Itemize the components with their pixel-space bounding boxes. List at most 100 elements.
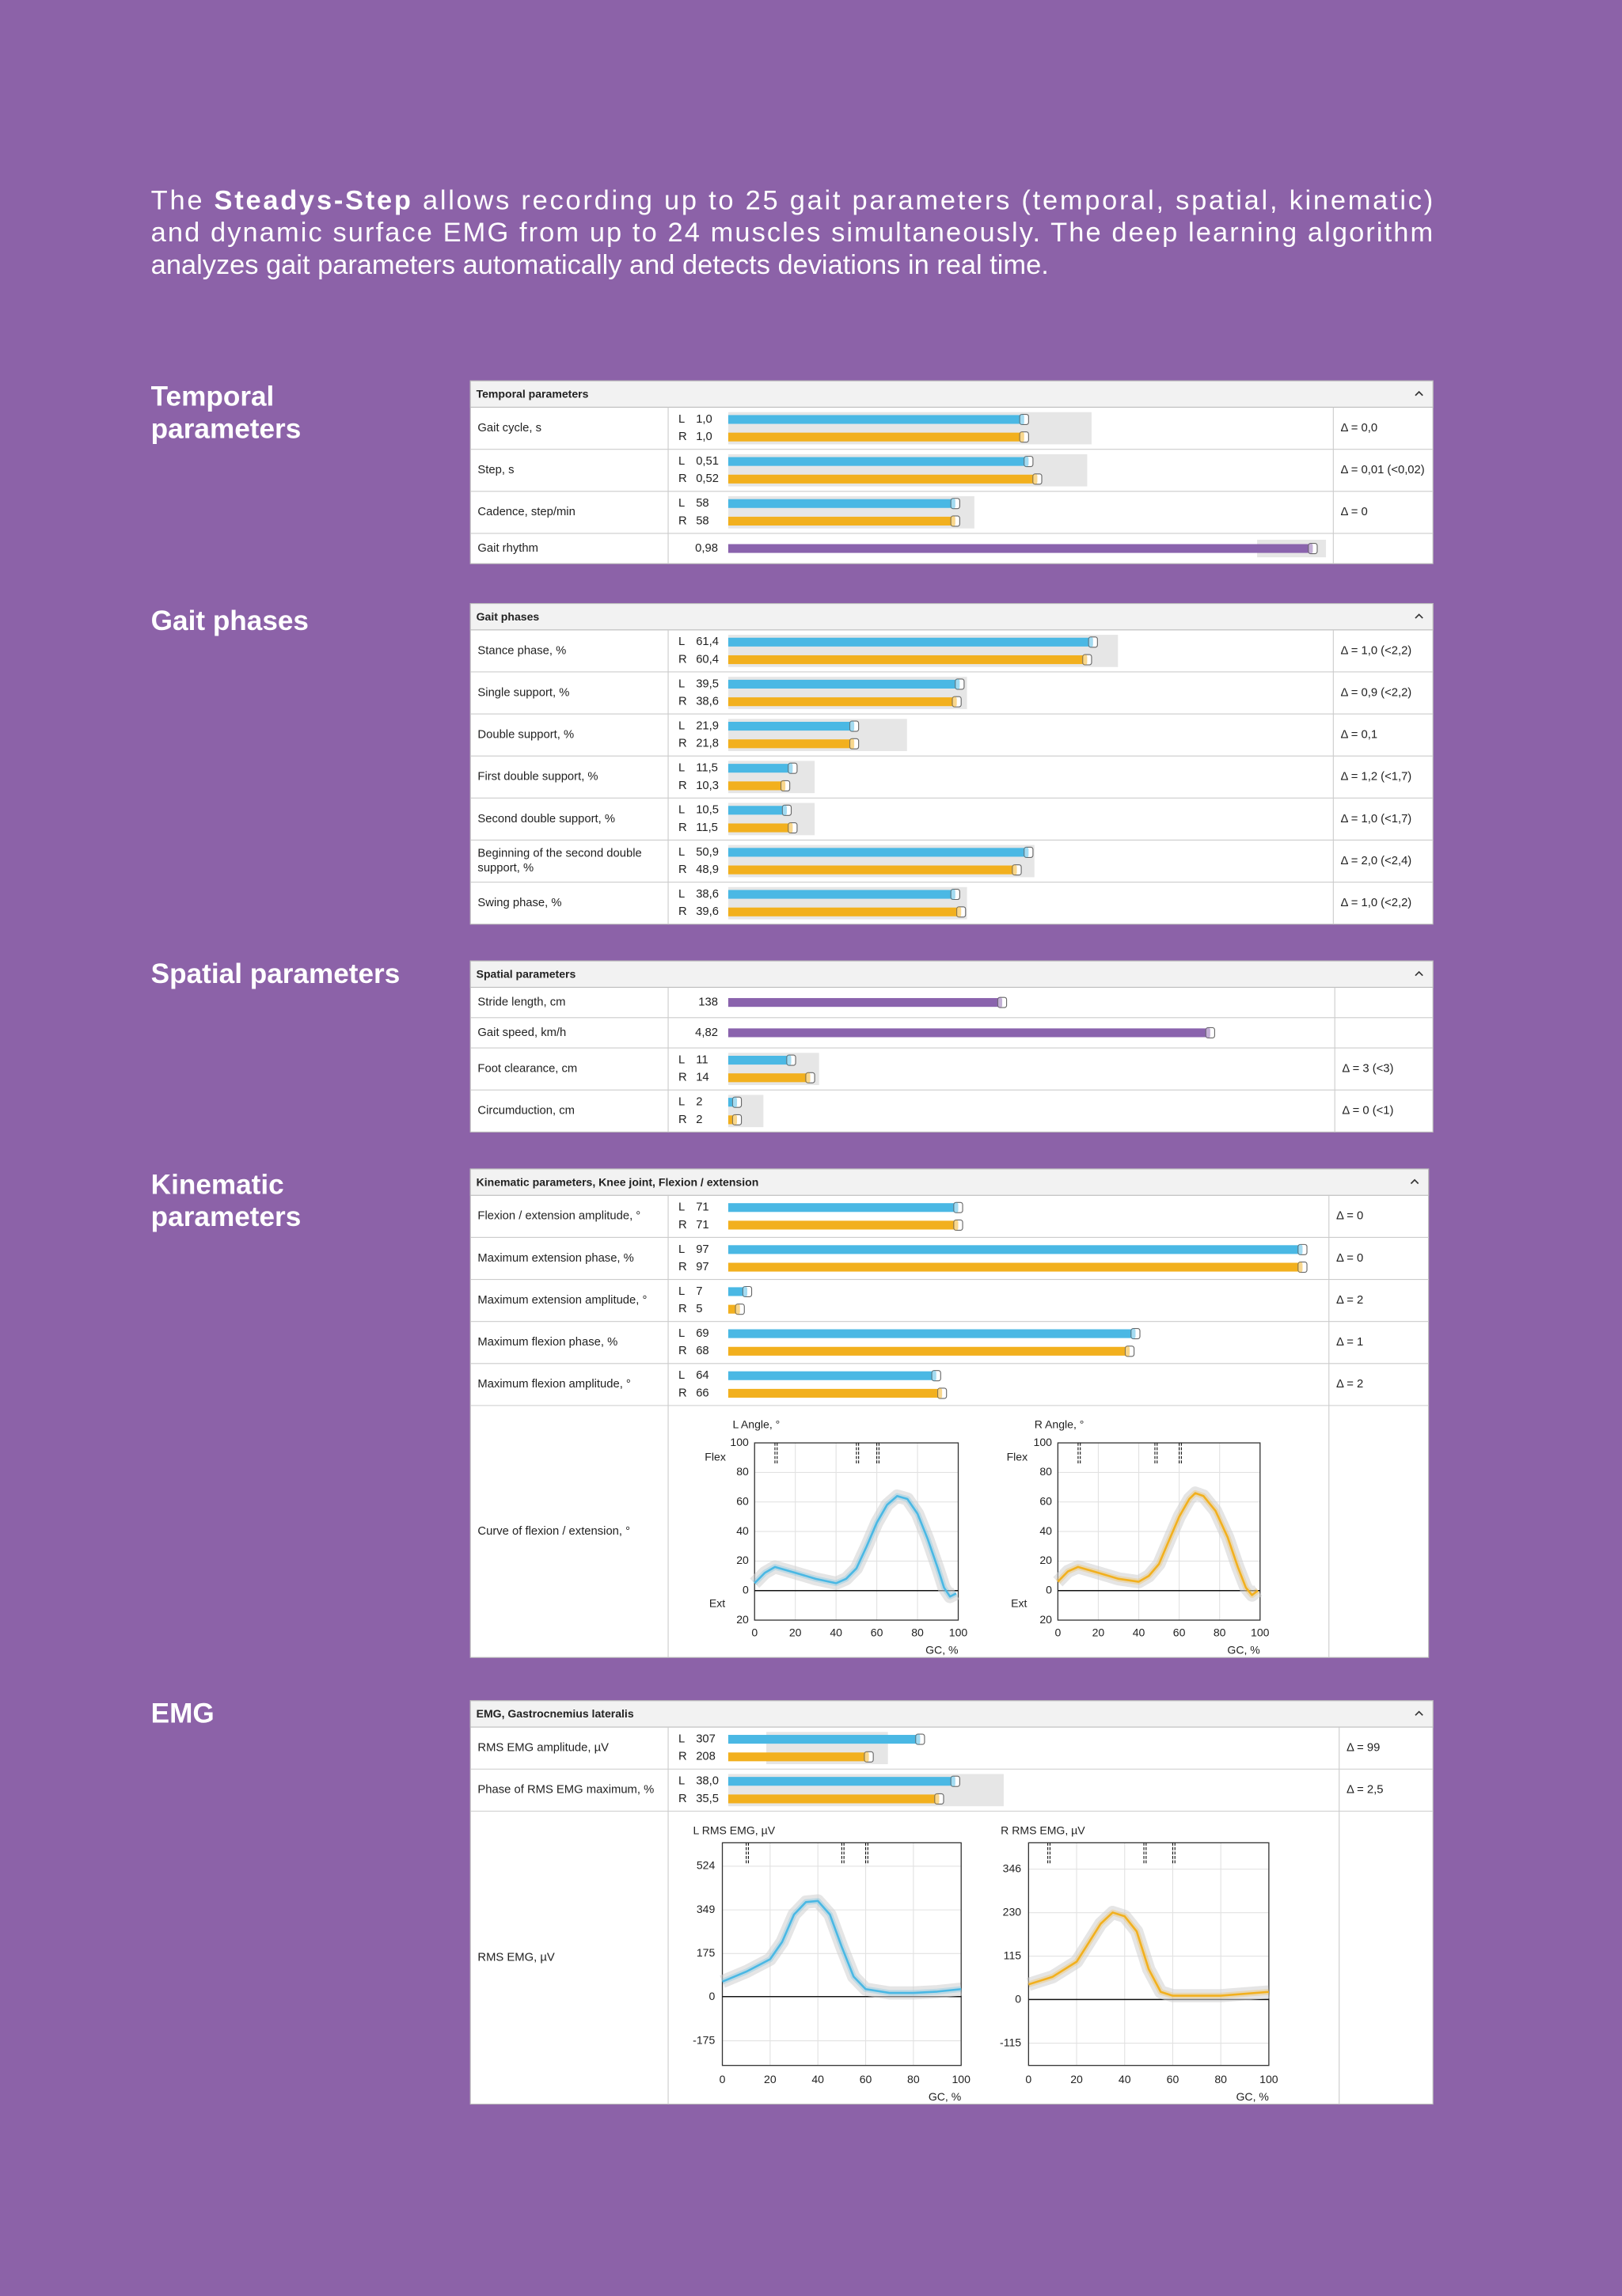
x-tick-label: 60 (1173, 1626, 1186, 1638)
y-tick-label: 100 (730, 1436, 749, 1448)
delta: Δ = 0 (1341, 506, 1368, 518)
bar-right (727, 655, 1091, 665)
right-value: 60,4 (696, 653, 719, 666)
delta: Δ = 0,01 (<0,02) (1341, 464, 1425, 476)
section-heading: parameters (151, 413, 302, 444)
bar-right (727, 474, 1041, 484)
ext-label: Ext (709, 1596, 725, 1609)
bar-left (727, 499, 959, 508)
bar-marker-fill (955, 678, 960, 689)
intro-line: and dynamic surface EMG from up to 24 mu… (151, 218, 1433, 248)
panel-header (469, 602, 1434, 631)
x-tick-label: 100 (1251, 1626, 1270, 1638)
bar-right (727, 1262, 1306, 1272)
panel-title: Spatial parameters (477, 967, 576, 980)
intro-text: The (151, 186, 212, 216)
left-value: 64 (696, 1369, 708, 1382)
delta: Δ = 1,0 (<2,2) (1341, 897, 1412, 909)
row-name: Double support, % (477, 729, 574, 742)
bar-marker-fill (849, 738, 855, 750)
x-axis-title: GC, % (1236, 2090, 1269, 2103)
row-name: support, % (477, 862, 534, 875)
intro-line: The Steadys-Step allows recording up to … (151, 186, 1433, 216)
delta: Δ = 1 (1336, 1336, 1363, 1349)
bar-marker-fill (951, 515, 955, 526)
bar-left (727, 637, 1096, 647)
side-label: R (678, 822, 687, 834)
bar-marker-fill (743, 1286, 747, 1297)
right-value: 1,0 (696, 431, 712, 443)
side-label: R (678, 1793, 687, 1805)
side-label: R (678, 738, 687, 750)
y-tick-label: 0 (1015, 1992, 1021, 2005)
bar-marker-fill (732, 1097, 738, 1108)
x-tick-label: 20 (764, 2073, 777, 2085)
side-label: R (678, 780, 687, 792)
bar-marker-fill (997, 997, 1003, 1008)
y-tick-label: 20 (736, 1554, 749, 1566)
side-label: L (678, 1201, 685, 1214)
left-value: 97 (696, 1243, 708, 1256)
delta: Δ = 1,0 (<1,7) (1341, 813, 1412, 825)
bar-right (727, 823, 796, 833)
row-name: Gait cycle, s (477, 422, 541, 435)
bar-marker-fill (1082, 655, 1088, 666)
section-heading: parameters (151, 1201, 302, 1232)
bar-marker-fill (1020, 431, 1024, 442)
row-name: Maximum flexion amplitude, ° (477, 1378, 630, 1391)
y-tick-label: 60 (736, 1494, 749, 1507)
row-name: Flexion / extension amplitude, ° (477, 1210, 640, 1223)
side-label: L (678, 413, 685, 426)
panel-title: Kinematic parameters, Knee joint, Flexio… (477, 1175, 759, 1188)
side-label: R (678, 1345, 687, 1357)
side-label: L (678, 1053, 685, 1066)
left-value: 71 (696, 1201, 708, 1214)
curve (722, 1899, 962, 1994)
panel-title: Temporal parameters (477, 388, 589, 400)
x-axis-title: GC, % (929, 2090, 961, 2103)
value: 4,82 (695, 1027, 718, 1039)
bar-right (727, 1388, 945, 1398)
delta: Δ = 2,0 (<2,4) (1341, 855, 1412, 867)
bar-marker-fill (1024, 456, 1029, 467)
left-value: 58 (696, 497, 708, 510)
x-axis-title: GC, % (1227, 1644, 1259, 1657)
right-value: 35,5 (696, 1793, 719, 1805)
side-label: R (678, 1219, 687, 1231)
section-heading: Temporal (151, 381, 275, 412)
bar-left (727, 1329, 1139, 1338)
x-tick-label: 40 (1133, 1626, 1145, 1638)
row-name: Gait rhythm (477, 542, 538, 555)
x-tick-label: 20 (1070, 2073, 1083, 2085)
left-value: 11 (696, 1053, 708, 1066)
side-label: R (678, 696, 687, 708)
delta: Δ = 1,0 (<2,2) (1341, 644, 1412, 657)
x-tick-label: 40 (830, 1626, 842, 1638)
bar-marker-fill (1125, 1345, 1130, 1357)
bar-marker-fill (1130, 1328, 1136, 1339)
x-tick-label: 100 (952, 2073, 971, 2085)
right-value: 11,5 (696, 822, 718, 834)
row-name: Maximum extension phase, % (477, 1252, 633, 1265)
y-tick-label: 20 (1039, 1554, 1052, 1566)
bar-marker-fill (932, 1370, 936, 1381)
y-tick-label: 40 (736, 1524, 749, 1537)
side-label: R (678, 905, 687, 918)
intro-text: analyzes gait parameters automatically a… (151, 250, 1049, 280)
intro-text: and dynamic surface EMG from up to 24 mu… (151, 218, 1433, 248)
bar-marker-fill (1297, 1262, 1303, 1273)
bar-left (727, 1055, 795, 1065)
y-tick-label: 0 (1046, 1583, 1052, 1596)
y-tick-label: 80 (736, 1465, 749, 1478)
section-heading: Gait phases (151, 605, 309, 636)
bar-left (727, 457, 1032, 466)
bar-marker-fill (788, 763, 793, 774)
row-name: Swing phase, % (477, 897, 561, 909)
bar-right (727, 739, 857, 749)
right-value: 0,52 (696, 472, 719, 485)
plot-frame (1057, 1442, 1261, 1621)
panel-header (469, 380, 1434, 408)
side-label: L (678, 1243, 685, 1256)
x-tick-label: 80 (911, 1626, 924, 1638)
row-name: RMS EMG amplitude, µV (477, 1742, 609, 1755)
